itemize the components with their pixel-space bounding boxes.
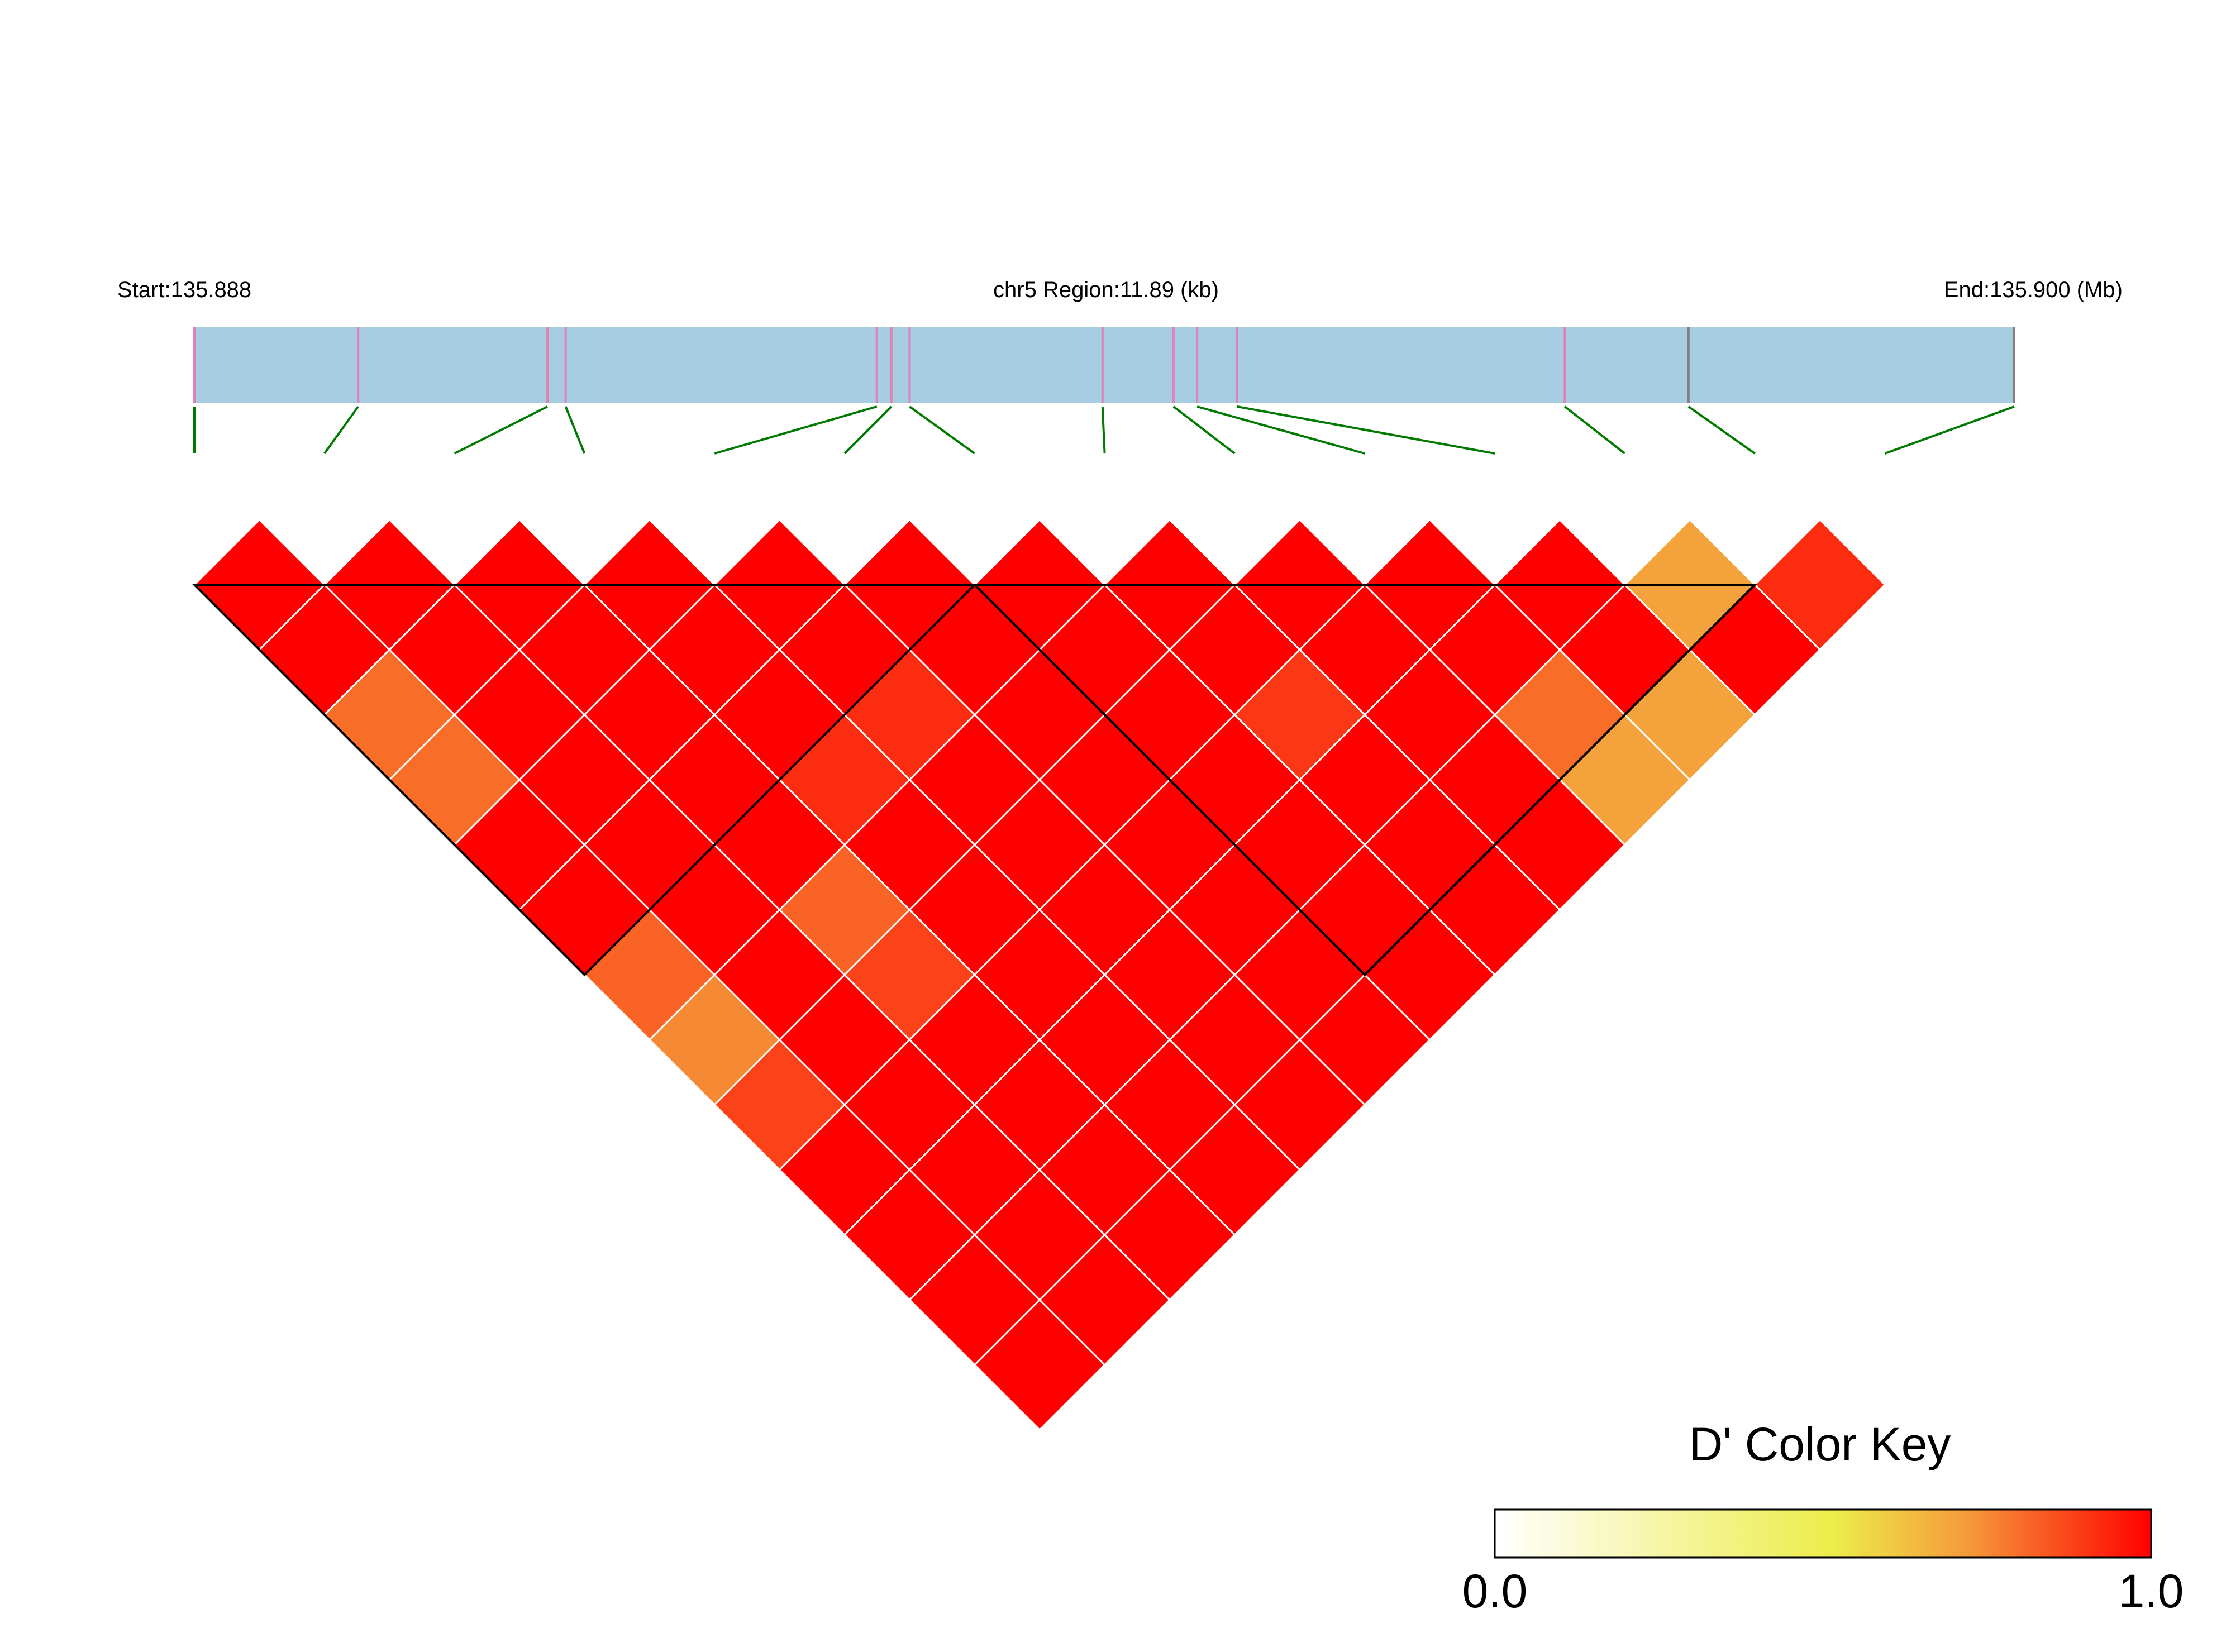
region-label: chr5 Region:11.89 (kb): [993, 278, 1219, 302]
color-key-title: D' Color Key: [1689, 1418, 1951, 1470]
snp-connector: [1196, 405, 1365, 455]
color-key-max-label: 1.0: [2119, 1565, 2184, 1617]
color-key: D' Color Key 0.0 1.0: [1462, 1418, 2184, 1617]
end-label: End:135.900 (Mb): [1944, 278, 2123, 302]
color-key-gradient: [1494, 1508, 2152, 1559]
snp-ticks: [193, 327, 2015, 403]
start-label: Start:135.888: [117, 278, 251, 302]
snp-connector: [714, 405, 878, 455]
snp-connector: [843, 405, 893, 455]
snp-connector: [909, 405, 975, 455]
snp-connector: [1172, 405, 1236, 455]
snp-connector: [564, 406, 586, 454]
haplotype-block-outlines: [192, 584, 1758, 977]
snp-connector: [1884, 405, 2015, 455]
color-key-min-label: 0.0: [1462, 1565, 1528, 1617]
haplotype-block-outline: [192, 584, 978, 977]
snp-connectors: [193, 405, 2015, 455]
ld-cell: [1753, 518, 1886, 651]
genomic-region-bar: [194, 327, 2014, 403]
haplotype-block-outline: [971, 584, 1758, 977]
snp-connector: [323, 405, 359, 455]
snp-connector: [1101, 406, 1106, 454]
ld-cells: [193, 518, 1886, 1431]
snp-connector: [1687, 405, 1756, 455]
snp-connector: [454, 405, 548, 455]
snp-connector: [1237, 405, 1495, 455]
snp-connector: [1564, 405, 1626, 455]
